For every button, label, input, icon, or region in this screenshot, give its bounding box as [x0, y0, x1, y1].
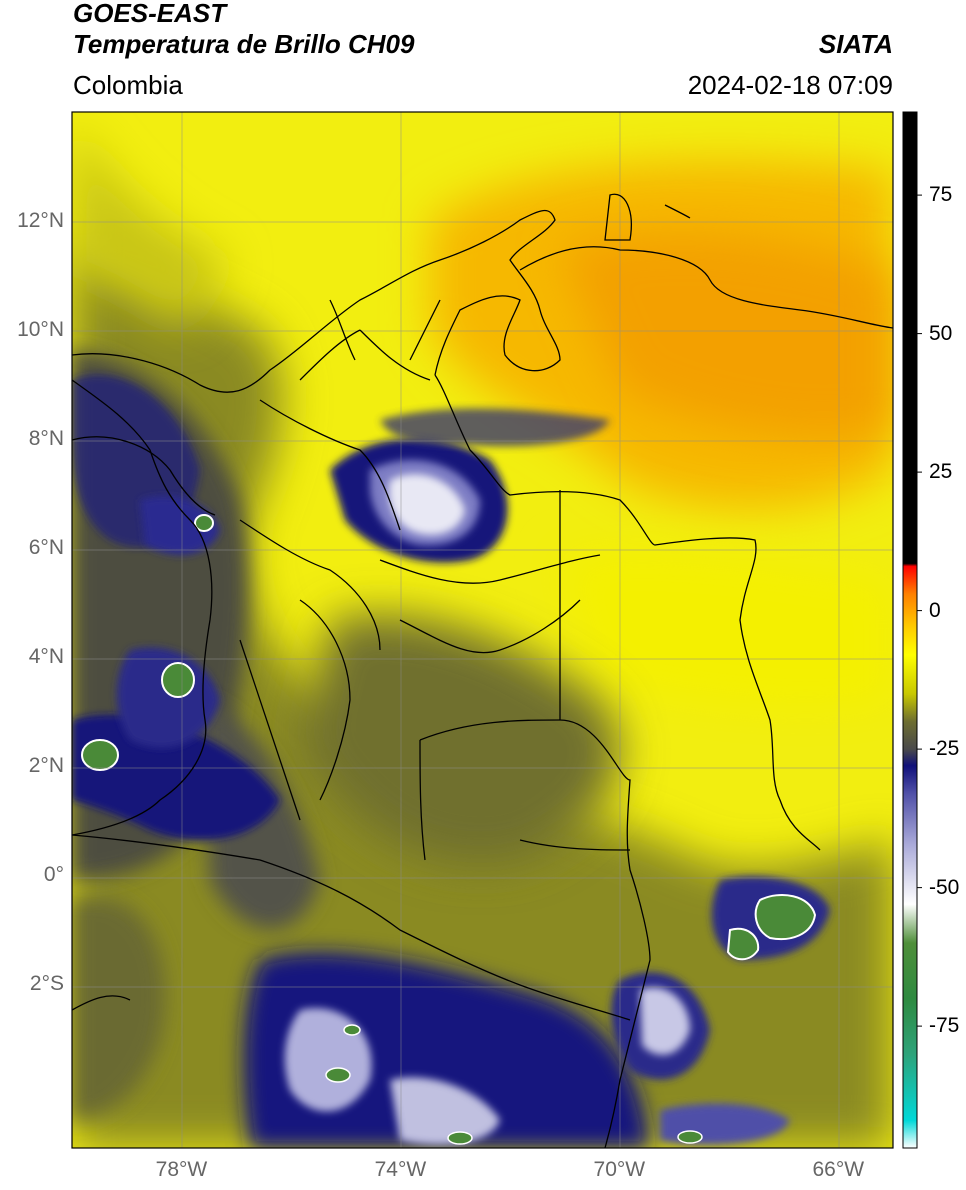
lat-tick-label: 2°N — [28, 754, 64, 778]
lat-tick-label: 12°N — [17, 209, 64, 233]
colorbar-tick-label: 0 — [929, 598, 941, 622]
lat-tick-label: 10°N — [17, 318, 64, 342]
coastlines-borders — [72, 193, 893, 1148]
lat-tick-label: 0° — [43, 863, 64, 887]
lat-tick-label: 4°N — [28, 645, 64, 669]
map-frame — [71, 111, 894, 1149]
region-label: Colombia — [73, 70, 183, 100]
colorbar-tick-label: -75 — [929, 1014, 960, 1038]
lon-tick-label: 70°W — [593, 1158, 646, 1181]
colorbar-tick-label: 25 — [929, 460, 953, 484]
lat-tick-label: 2°S — [29, 972, 64, 996]
colorbar-tick-label: -50 — [929, 875, 960, 899]
datetime-label: 2024-02-18 07:09 — [687, 70, 893, 100]
colorbar-tick-label: 75 — [929, 183, 953, 207]
lon-tick-label: 66°W — [812, 1158, 865, 1181]
colorbar-tick-label: 50 — [929, 321, 953, 345]
product-title: Temperatura de Brillo CH09 — [73, 29, 415, 59]
colorbar-tick-label: -25 — [929, 737, 960, 761]
colorbar — [902, 111, 922, 1149]
brightness-temperature-field — [72, 112, 893, 1148]
lon-tick-label: 78°W — [155, 1158, 208, 1181]
lon-tick-label: 74°W — [374, 1158, 427, 1181]
agency-label: SIATA — [818, 29, 893, 59]
lat-tick-label: 6°N — [28, 536, 64, 560]
lat-tick-label: 8°N — [28, 427, 64, 451]
satellite-title: GOES-EAST — [73, 0, 227, 28]
